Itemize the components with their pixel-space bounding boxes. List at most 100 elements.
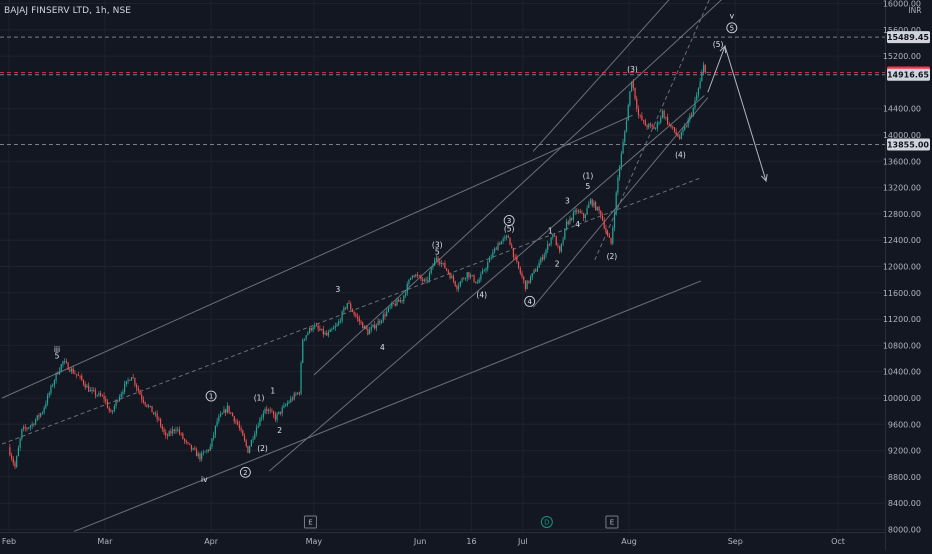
y-tick-label: 12800.00 xyxy=(883,210,921,219)
candle-body xyxy=(76,374,78,376)
trend-line[interactable] xyxy=(313,0,735,376)
candle-body xyxy=(670,124,672,127)
candle-body xyxy=(341,311,343,321)
candle-body xyxy=(531,273,533,277)
trend-line[interactable] xyxy=(269,95,705,472)
candle-body xyxy=(165,432,167,436)
candle-body xyxy=(286,403,288,406)
trend-line[interactable] xyxy=(1,114,633,399)
candle-body xyxy=(180,433,182,435)
candle-body xyxy=(230,412,232,414)
candle-body xyxy=(704,64,706,73)
candle-body xyxy=(524,280,527,290)
candle-body xyxy=(185,440,187,443)
candle-body xyxy=(632,81,634,88)
x-tick-label: Feb xyxy=(2,537,16,546)
candle-body xyxy=(209,446,211,451)
candle-body xyxy=(398,299,400,302)
candle-body xyxy=(550,237,552,245)
candle-body xyxy=(643,120,645,121)
wave-label: (2) xyxy=(257,444,268,453)
candle-body xyxy=(411,275,413,278)
candle-body xyxy=(439,261,441,264)
trend-line[interactable] xyxy=(73,280,702,532)
candle-body xyxy=(45,403,47,408)
candle-body xyxy=(487,262,489,269)
candle-body xyxy=(122,391,124,394)
candle-body xyxy=(410,277,412,280)
candle-body xyxy=(588,203,590,208)
candle-body xyxy=(312,327,314,331)
wave-label: 4 xyxy=(380,343,385,352)
candle-body xyxy=(706,71,708,73)
dividend-marker[interactable] xyxy=(540,516,553,528)
candle-body xyxy=(40,413,42,417)
candle-body xyxy=(579,210,581,213)
x-tick-label: Sep xyxy=(728,537,743,546)
candle-body xyxy=(583,213,585,218)
candle-body xyxy=(555,236,557,246)
candle-body xyxy=(596,206,598,211)
trend-line[interactable] xyxy=(532,0,701,152)
candle-body xyxy=(589,199,592,204)
candle-body xyxy=(459,281,461,286)
wave-label: 3 xyxy=(335,285,340,294)
candle-body xyxy=(29,425,32,428)
candle-body xyxy=(548,244,551,245)
time-axis[interactable] xyxy=(0,532,885,550)
candle-body xyxy=(207,449,210,451)
candle-body xyxy=(113,406,115,411)
trend-line[interactable] xyxy=(1,177,702,445)
wave-label: 1 xyxy=(270,386,275,395)
candle-body xyxy=(235,421,237,423)
candle-body xyxy=(332,327,335,330)
candle-body xyxy=(226,405,228,413)
candle-body xyxy=(577,210,580,212)
candle-body xyxy=(154,413,157,415)
candle-body xyxy=(124,384,126,392)
candle-body xyxy=(571,217,573,220)
trend-line[interactable] xyxy=(594,0,725,261)
candle-body xyxy=(427,280,429,281)
price-axis[interactable] xyxy=(885,0,932,550)
candle-body xyxy=(74,373,76,375)
candle-body xyxy=(428,272,431,281)
candle-body xyxy=(425,279,427,281)
candle-body xyxy=(569,217,571,224)
candle-body xyxy=(608,235,610,238)
candle-body xyxy=(93,389,95,391)
candle-body xyxy=(658,122,660,124)
candle-body xyxy=(567,221,569,224)
candle-body xyxy=(290,398,292,402)
candle-body xyxy=(692,108,694,116)
candle-body xyxy=(466,272,468,279)
wave-label: 5 xyxy=(586,182,591,191)
candle-body xyxy=(259,418,261,427)
candle-body xyxy=(168,431,170,437)
candle-body xyxy=(338,321,340,325)
earnings-marker[interactable] xyxy=(605,515,619,529)
candle-body xyxy=(625,120,628,132)
candle-body xyxy=(245,440,247,446)
candle-body xyxy=(552,235,554,238)
candle-body xyxy=(470,275,472,278)
x-tick-label: May xyxy=(306,537,323,546)
candle-body xyxy=(678,136,681,139)
candle-body xyxy=(363,325,366,329)
candle-body xyxy=(273,411,275,415)
candle-body xyxy=(509,237,511,246)
candle-body xyxy=(389,306,391,308)
candle-body xyxy=(540,257,542,263)
candle-body xyxy=(648,124,650,128)
candle-body xyxy=(521,273,523,277)
candle-body xyxy=(221,413,223,415)
candle-body xyxy=(399,300,401,302)
candle-body xyxy=(22,427,25,430)
earnings-marker[interactable] xyxy=(303,515,317,529)
candle-body xyxy=(10,455,13,459)
candle-body xyxy=(303,338,306,340)
candle-body xyxy=(197,453,199,457)
candle-body xyxy=(478,279,480,283)
